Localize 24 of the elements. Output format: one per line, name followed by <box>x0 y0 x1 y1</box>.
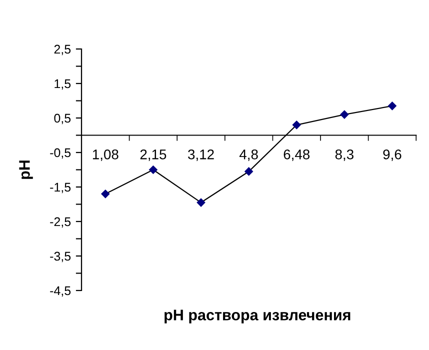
x-axis-title: pH раствора извлечения <box>164 310 350 324</box>
x-tick-label: 4,8 <box>239 150 258 161</box>
y-tick-label: -3,5 <box>50 252 71 262</box>
x-tick-label: 3,12 <box>188 150 214 161</box>
y-axis-title: pH <box>19 160 33 179</box>
x-tick-label: 6,48 <box>284 150 310 161</box>
y-tick-label: -4,5 <box>50 286 71 297</box>
point <box>244 167 253 176</box>
point <box>149 166 158 174</box>
point <box>340 110 349 119</box>
y-tick-label: -1,5 <box>50 182 71 194</box>
point <box>196 198 206 207</box>
x-tick-label: 1,08 <box>92 150 118 161</box>
y-tick-label: 0,5 <box>54 114 71 124</box>
point <box>388 102 396 110</box>
x-tick-label: 8,3 <box>335 150 354 161</box>
x-tick-label: 9,6 <box>383 150 402 161</box>
y-tick-label: -0,5 <box>50 148 71 159</box>
y-tick-label: 2,5 <box>54 44 71 56</box>
x-tick-label: 2,15 <box>140 150 166 161</box>
y-tick-label: 1,5 <box>54 79 71 90</box>
point <box>292 120 301 130</box>
y-tick-label: -2,5 <box>50 217 71 228</box>
point <box>101 190 110 198</box>
